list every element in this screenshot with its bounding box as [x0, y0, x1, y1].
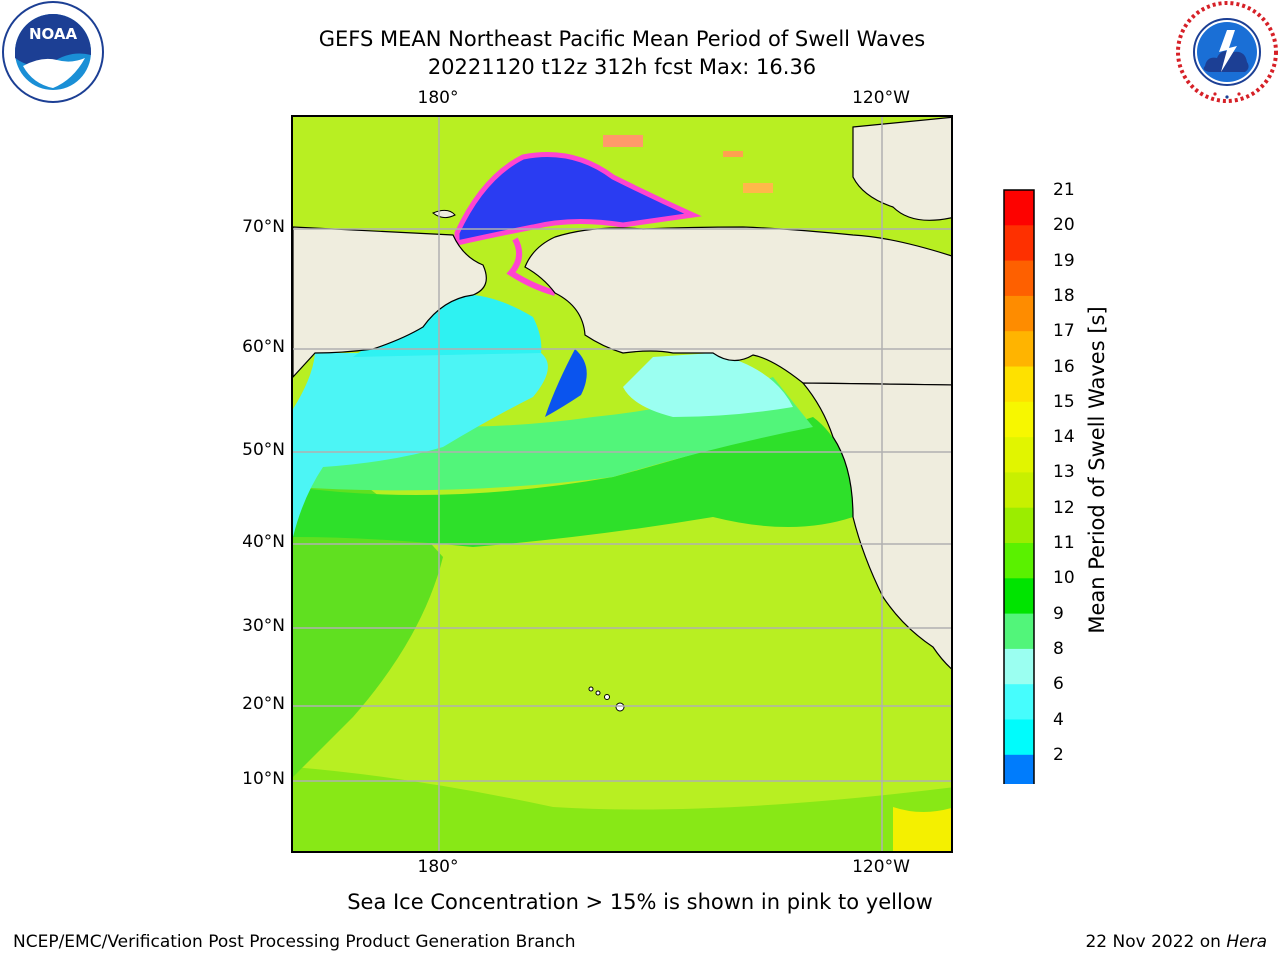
colorbar-block [1004, 225, 1034, 262]
colorbar-block [1004, 472, 1034, 509]
colorbar-tick-label: 4 [1053, 709, 1064, 730]
colorbar-block [1004, 543, 1034, 579]
lat-label-40n: 40°N [242, 532, 285, 552]
colorbar-tick-label: 12 [1053, 497, 1075, 518]
land-north-america [801, 382, 951, 670]
colorbar-tick-label: 16 [1053, 356, 1075, 377]
colorbar-tick-label: 14 [1053, 427, 1075, 448]
credit-host: Hera [1226, 932, 1267, 952]
colorbar-tick-label: 6 [1053, 674, 1064, 695]
colorbar-tick-label: 11 [1053, 533, 1075, 553]
lat-label-30n: 30°N [242, 616, 285, 636]
credit-date-text: 22 Nov 2022 on [1085, 932, 1221, 952]
lon-label-bottom-180: 180° [417, 857, 459, 877]
colorbar-block [1004, 754, 1034, 784]
credit-date: 22 Nov 2022 on Hera [1085, 932, 1267, 952]
swell-zone-light-cyan [623, 353, 793, 417]
map-panel [291, 115, 953, 853]
swell-zone-bering [353, 294, 542, 357]
lat-label-10n: 10°N [242, 769, 285, 789]
noaa-logo-text: NOAA [29, 25, 78, 43]
sea-ice-note-text: Sea Ice Concentration > 15% is shown in … [347, 890, 933, 914]
lat-label-60n: 60°N [242, 337, 285, 357]
map-subtitle: 20221120 t12z 312h fcst Max: 16.36 [427, 55, 817, 79]
ice-patch [603, 135, 643, 147]
map-canvas [293, 117, 951, 851]
colorbar-tick-label: 13 [1053, 462, 1075, 483]
colorbar-block [1004, 260, 1034, 297]
land-alaska [524, 226, 951, 386]
lon-label-top-120w: 120°W [852, 88, 910, 108]
colorbar-block [1004, 613, 1034, 650]
colorbar-block [1004, 190, 1034, 226]
land-siberia [293, 226, 487, 378]
lat-label-70n: 70°N [242, 217, 285, 237]
colorbar-outline [1003, 189, 1035, 784]
map-title: GEFS MEAN Northeast Pacific Mean Period … [318, 27, 926, 51]
colorbar-block [1004, 295, 1034, 332]
bering-strait-channel [506, 237, 556, 296]
colorbar-tick-label: 19 [1053, 250, 1075, 271]
colorbar-block [1004, 578, 1034, 615]
colorbar-block [1004, 719, 1034, 756]
colorbar-block [1004, 366, 1034, 403]
sea-ice-note: Sea Ice Concentration > 15% is shown in … [0, 890, 1280, 914]
swell-zone-cyan [293, 353, 548, 537]
colorbar-tick-label: 8 [1053, 638, 1064, 659]
colorbar-tick-label: 21 [1053, 180, 1075, 200]
hawaii-islands [588, 686, 625, 712]
colorbar-tick-label: 18 [1053, 285, 1075, 306]
colorbar-block [1004, 507, 1034, 544]
colorbar-block [1004, 648, 1034, 685]
lat-label-20n: 20°N [242, 694, 285, 714]
land-arctic-islands [852, 117, 951, 221]
ice-patch [743, 183, 773, 193]
colorbar-tick-label: 9 [1053, 603, 1064, 624]
nws-logo [1176, 1, 1278, 103]
lat-label-50n: 50°N [242, 440, 285, 460]
lon-label-bottom-120w: 120°W [852, 857, 910, 877]
colorbar-block [1004, 401, 1034, 438]
ice-patch [723, 151, 743, 157]
credit-branch: NCEP/EMC/Verification Post Processing Pr… [13, 932, 576, 952]
colorbar-tick-label: 15 [1053, 391, 1075, 412]
colorbar-label: Mean Period of Swell Waves [s] [1085, 306, 1109, 634]
colorbar-tick-label: 10 [1053, 568, 1075, 589]
colorbar-block [1004, 331, 1034, 367]
graticule [293, 117, 951, 851]
noaa-logo: NOAA [2, 1, 104, 103]
bristol-bay-patch [545, 349, 587, 417]
colorbar-tick-label: 2 [1053, 744, 1064, 765]
colorbar [1003, 189, 1035, 784]
colorbar-block [1004, 437, 1034, 473]
swell-zone-green-south [293, 767, 951, 851]
colorbar-block [1004, 684, 1034, 720]
colorbar-tick-label: 20 [1053, 215, 1075, 236]
colorbar-tick-label: 17 [1053, 321, 1075, 342]
swell-zone-yellow-se [893, 807, 951, 851]
lon-label-top-180: 180° [417, 88, 459, 108]
arctic-swell-patch [454, 152, 702, 247]
